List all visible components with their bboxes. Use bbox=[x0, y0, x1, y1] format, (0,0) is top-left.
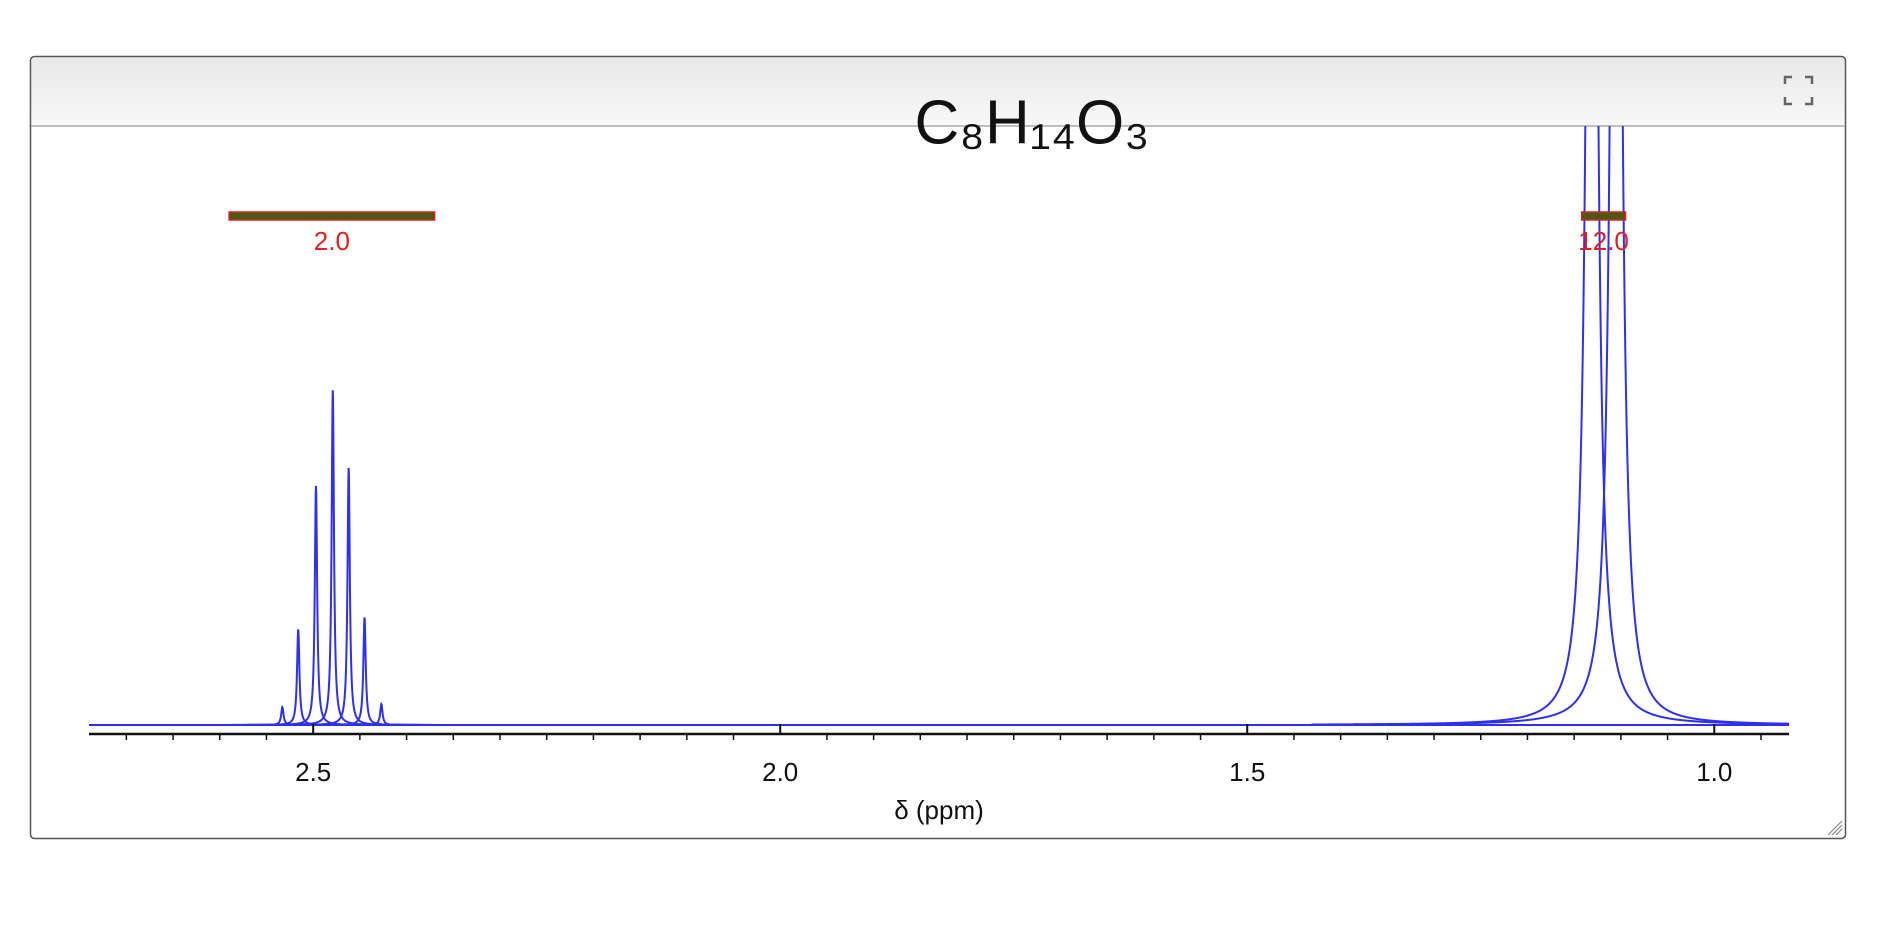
integral-bar bbox=[1580, 211, 1627, 221]
integral-label: 2.0 bbox=[314, 226, 350, 256]
integral-bar bbox=[228, 211, 436, 221]
panel-header bbox=[31, 57, 1845, 126]
integral-label: 12.0 bbox=[1578, 226, 1629, 256]
resize-grip[interactable] bbox=[1827, 820, 1843, 836]
fullscreen-icon[interactable] bbox=[1783, 75, 1814, 106]
x-tick-label: 1.0 bbox=[1696, 757, 1732, 787]
panel bbox=[29, 55, 1847, 840]
x-tick-label: 1.5 bbox=[1229, 757, 1265, 787]
x-tick-label: 2.5 bbox=[295, 757, 331, 787]
peak bbox=[1335, 126, 1789, 726]
x-axis-label: δ (ppm) bbox=[894, 795, 984, 825]
chart-title: C₈H₁₄O₃ bbox=[915, 88, 1150, 157]
peak bbox=[297, 701, 466, 726]
plot-area bbox=[89, 126, 1789, 726]
x-tick-label: 2.0 bbox=[762, 757, 798, 787]
